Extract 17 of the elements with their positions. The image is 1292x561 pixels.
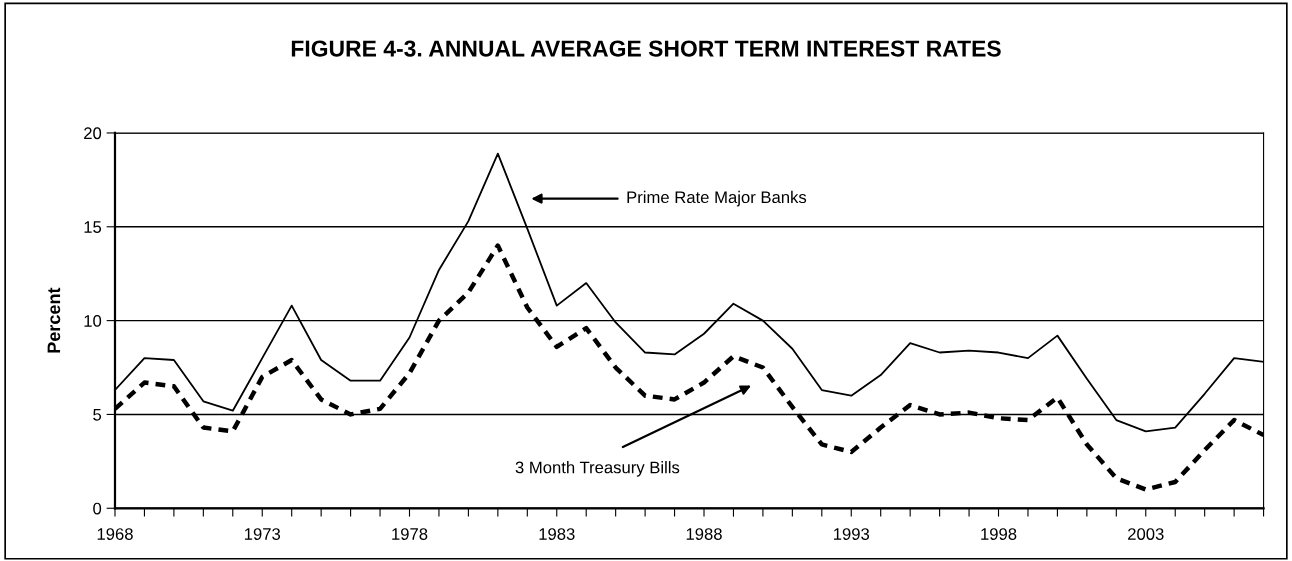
x-tick-label: 1998 [981, 528, 1017, 540]
y-tick-label: 0 [93, 502, 102, 515]
x-tick-label: 1993 [834, 528, 870, 540]
x-tick-label: 2003 [1128, 528, 1164, 540]
y-tick-label: 10 [84, 315, 102, 327]
x-tick-label: 1988 [686, 528, 722, 540]
annotation: Prime Rate Major Banks [627, 190, 807, 207]
x-tick-label: 1983 [539, 528, 575, 540]
x-tick-label: 1978 [392, 528, 428, 540]
y-tick-label: 15 [84, 221, 102, 233]
x-tick-label: 1968 [97, 528, 133, 540]
x-tick-label: 1973 [244, 528, 281, 540]
y-axis-title: Percent [47, 287, 61, 353]
annotation: 3 Month Treasury Bills [515, 461, 680, 477]
chart-title: FIGURE 4-3. ANNUAL AVERAGE SHORT TERM INTEREST RATES [291, 40, 1001, 57]
y-tick-label: 20 [84, 127, 102, 140]
y-tick-label: 5 [93, 409, 102, 421]
